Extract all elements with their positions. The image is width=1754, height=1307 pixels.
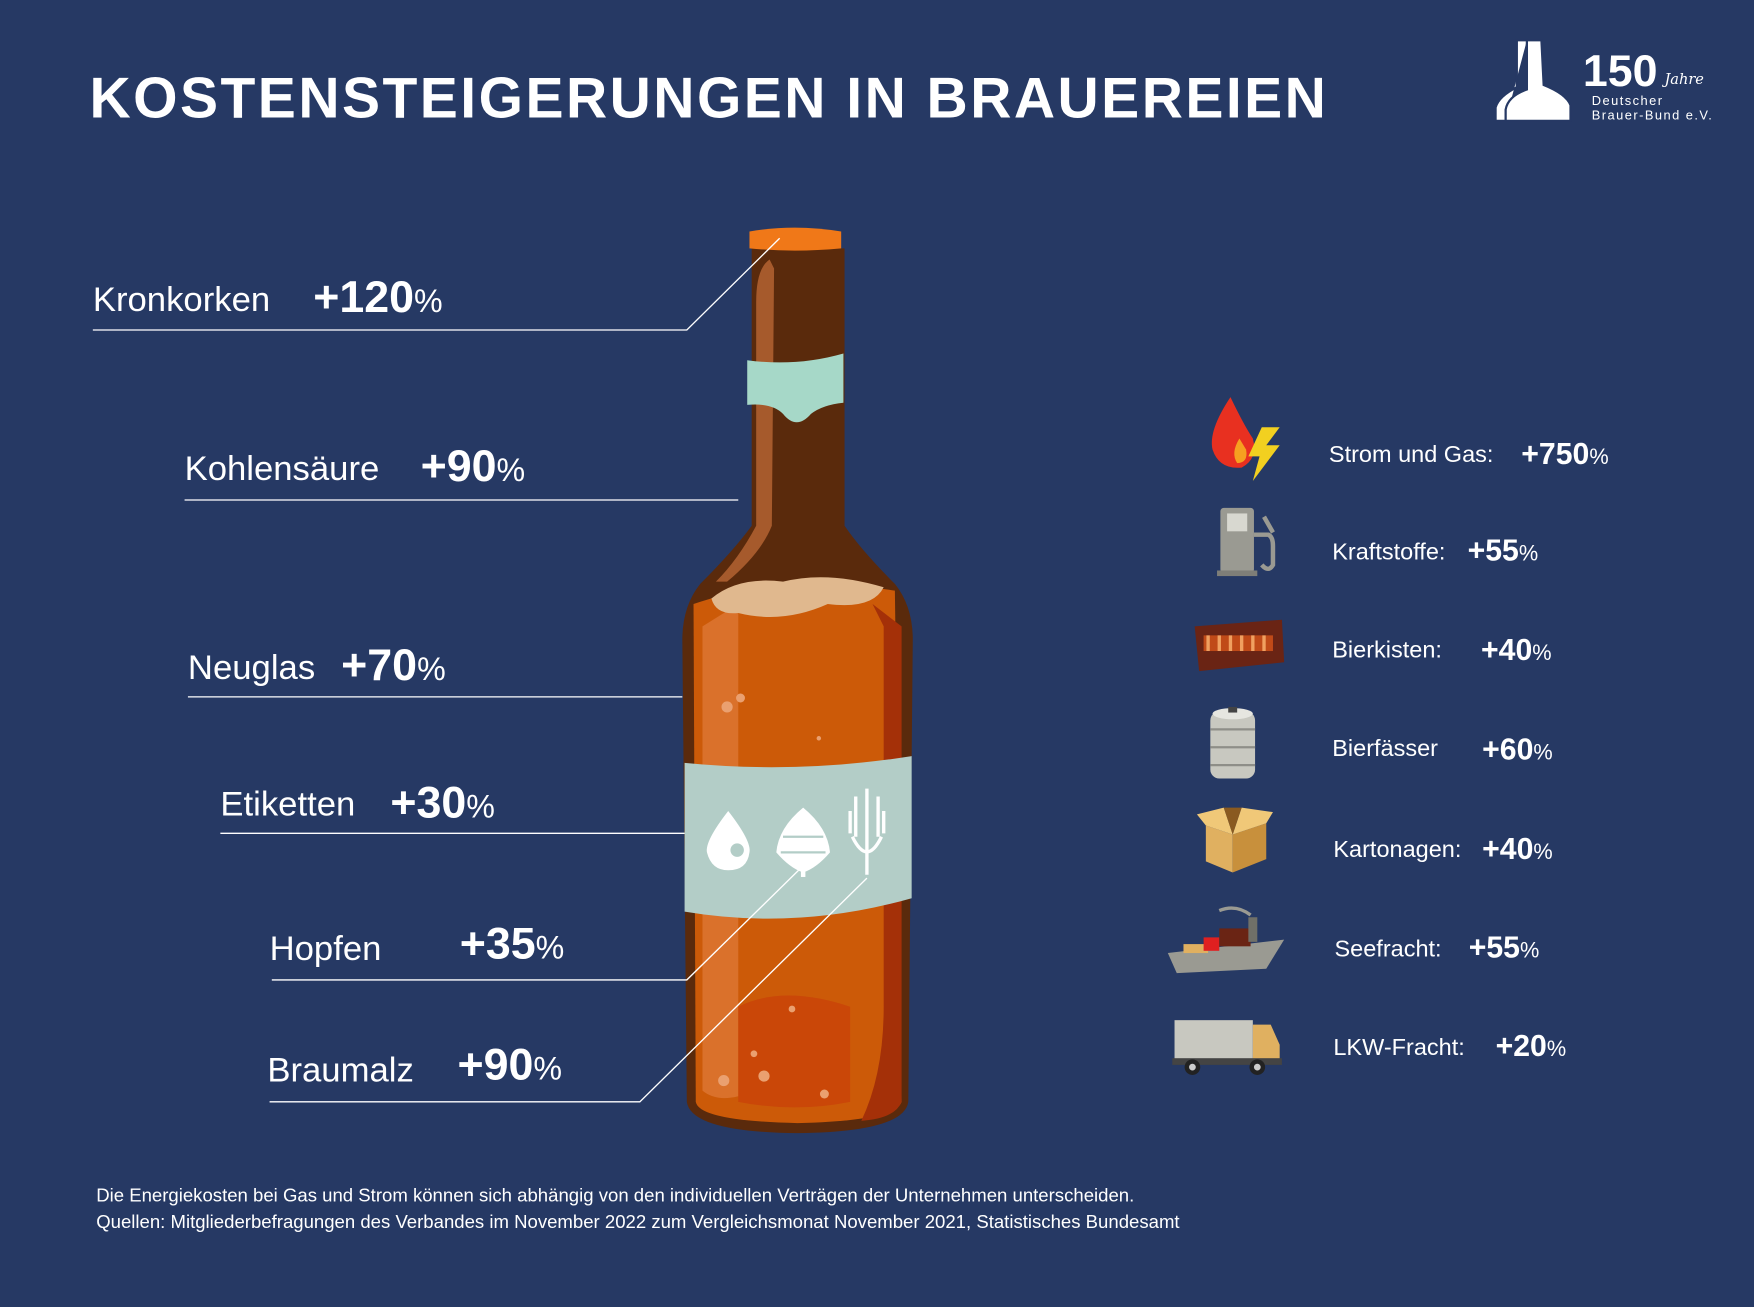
item-label: Kohlensäure (184, 448, 380, 488)
logo-line1: Deutscher (1591, 95, 1664, 109)
fuel-pump-icon (1217, 507, 1276, 577)
item-value: +35% (459, 919, 565, 969)
item-label: Kartonagen: (1333, 836, 1462, 863)
logo-number: 150 (1582, 46, 1658, 97)
item-label: Neuglas (187, 647, 316, 687)
cargo-ship-icon (1167, 906, 1285, 974)
item-value: +90% (420, 441, 526, 492)
hop-icon (776, 807, 831, 877)
bottle-cap (749, 227, 842, 251)
leader-kronkorken (92, 237, 781, 331)
page-title: KOSTENSTEIGERUNGEN IN BRAUEREIEN (89, 65, 1329, 130)
keg-icon (1210, 706, 1256, 779)
item-value: +55% (1467, 533, 1539, 568)
leader-braumalz (269, 877, 868, 1103)
item-label: LKW-Fracht: (1333, 1034, 1465, 1061)
cardboard-box-icon (1196, 807, 1273, 873)
wheat-icon (848, 788, 886, 875)
beer-crate-icon (1194, 619, 1285, 672)
item-value: +120% (313, 272, 443, 323)
neck-label (747, 353, 844, 423)
logo-line2: Brauer-Bund e.V. (1591, 109, 1714, 124)
leader-hopfen (271, 866, 803, 981)
item-label: Kraftstoffe: (1332, 539, 1446, 565)
item-label: Bierkisten: (1332, 637, 1442, 664)
item-value: +55% (1468, 930, 1540, 965)
bottle (682, 227, 913, 1134)
item-label: Braumalz (267, 1050, 414, 1090)
leader-lines (92, 237, 868, 1103)
item-value: +40% (1482, 832, 1553, 866)
item-value: +40% (1481, 633, 1552, 667)
item-label: Kronkorken (92, 279, 271, 319)
item-label: Etiketten (220, 784, 356, 824)
footer-sources: Quellen: Mitgliederbefragungen des Verba… (96, 1211, 1180, 1233)
item-label: Hopfen (269, 928, 382, 968)
item-label: Strom und Gas: (1328, 441, 1494, 468)
truck-icon (1172, 1020, 1282, 1075)
item-value: +60% (1482, 732, 1553, 767)
item-value: +750% (1521, 437, 1609, 471)
logo-jahre: Jahre (1664, 71, 1704, 89)
footer-note: Die Energiekosten bei Gas und Strom könn… (96, 1184, 1135, 1206)
item-label: Seefracht: (1334, 936, 1442, 962)
item-label: Bierfässer (1332, 736, 1438, 762)
item-value: +90% (457, 1040, 563, 1090)
fire-lightning-icon (1211, 397, 1280, 481)
item-value: +20% (1495, 1029, 1567, 1063)
item-value: +70% (341, 640, 446, 691)
beer-foam (711, 577, 884, 617)
item-value: +30% (390, 778, 495, 828)
water-drop-icon (706, 810, 750, 871)
